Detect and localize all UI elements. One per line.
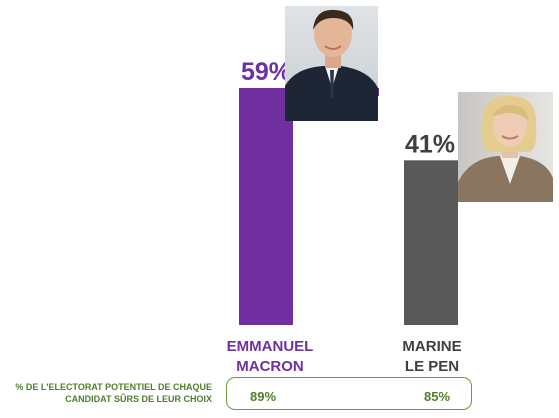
footnote: % DE L'ELECTORAT POTENTIEL DE CHAQUE CAN… bbox=[15, 382, 212, 404]
category-label-le-pen: MARINE LE PEN bbox=[402, 338, 462, 375]
macron-portrait-icon bbox=[285, 6, 378, 121]
certainty-box bbox=[226, 377, 472, 410]
bar-macron bbox=[239, 88, 293, 325]
certainty-value-le-pen: 85% bbox=[424, 389, 451, 404]
category-label-macron: EMMANUEL MACRON bbox=[226, 338, 314, 375]
le-pen-portrait-icon bbox=[458, 92, 553, 202]
bar-le-pen bbox=[404, 160, 458, 325]
value-label-le-pen: 41% bbox=[405, 130, 455, 158]
certainty-value-macron: 89% bbox=[250, 389, 277, 404]
value-label-macron: 59% bbox=[241, 58, 291, 86]
